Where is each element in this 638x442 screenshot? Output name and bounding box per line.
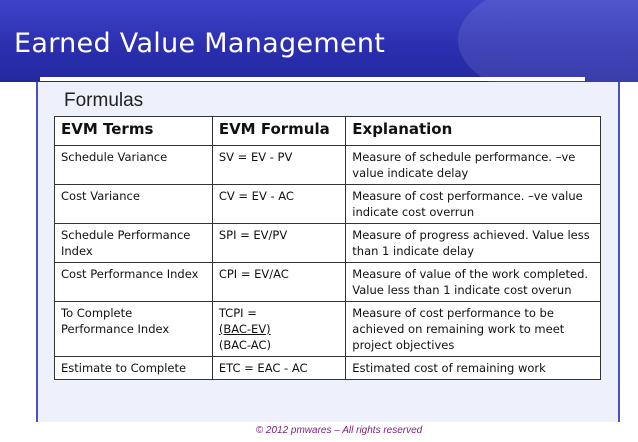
header-evm-formula: EVM Formula — [211, 116, 347, 146]
table-row: Schedule Variance SV = EV - PV Measure o… — [54, 145, 601, 185]
evm-formulas-table: EVM Terms EVM Formula Explanation Schedu… — [54, 116, 601, 380]
term-cell: To Complete Performance Index — [54, 301, 213, 357]
formula-numerator: (BAC-EV) — [218, 322, 271, 336]
table-row: Cost Variance CV = EV - AC Measure of co… — [54, 184, 601, 224]
slide-subtitle: Formulas — [64, 90, 144, 111]
formula-cell: ETC = EAC - AC — [211, 356, 347, 380]
term-cell: Schedule Variance — [54, 145, 213, 185]
table-row: Schedule Performance Index SPI = EV/PV M… — [54, 223, 601, 263]
explanation-cell: Measure of progress achieved. Value less… — [345, 223, 601, 263]
copyright-footer: © 2012 pmwares – All rights reserved — [255, 425, 423, 436]
term-cell: Cost Performance Index — [54, 262, 213, 302]
formula-cell: SV = EV - PV — [211, 145, 347, 185]
formula-denominator: (BAC-AC) — [218, 338, 271, 352]
header-evm-terms: EVM Terms — [54, 116, 213, 146]
header-bar — [0, 0, 638, 100]
formula-cell: TCPI = (BAC-EV) (BAC-AC) — [211, 301, 347, 357]
term-cell: Estimate to Complete — [54, 356, 213, 380]
table-row: Cost Performance Index CPI = EV/AC Measu… — [54, 262, 601, 302]
title-underline — [40, 77, 585, 81]
explanation-cell: Measure of cost performance to be achiev… — [345, 301, 601, 357]
table-row: To Complete Performance Index TCPI = (BA… — [54, 301, 601, 357]
slide-title: Earned Value Management — [14, 28, 386, 59]
explanation-cell: Measure of schedule performance. –ve val… — [345, 145, 601, 185]
explanation-cell: Measure of value of the work completed. … — [345, 262, 601, 302]
table-header-row: EVM Terms EVM Formula Explanation — [54, 116, 601, 146]
header-explanation: Explanation — [345, 116, 601, 146]
table-row: Estimate to Complete ETC = EAC - AC Esti… — [54, 356, 601, 380]
explanation-cell: Measure of cost performance. –ve value i… — [345, 184, 601, 224]
formula-cell: SPI = EV/PV — [211, 223, 347, 263]
term-cell: Schedule Performance Index — [54, 223, 213, 263]
formula-line: TCPI = — [218, 306, 257, 320]
formula-cell: CV = EV - AC — [211, 184, 347, 224]
formula-cell: CPI = EV/AC — [211, 262, 347, 302]
term-cell: Cost Variance — [54, 184, 213, 224]
explanation-cell: Estimated cost of remaining work — [345, 356, 601, 380]
